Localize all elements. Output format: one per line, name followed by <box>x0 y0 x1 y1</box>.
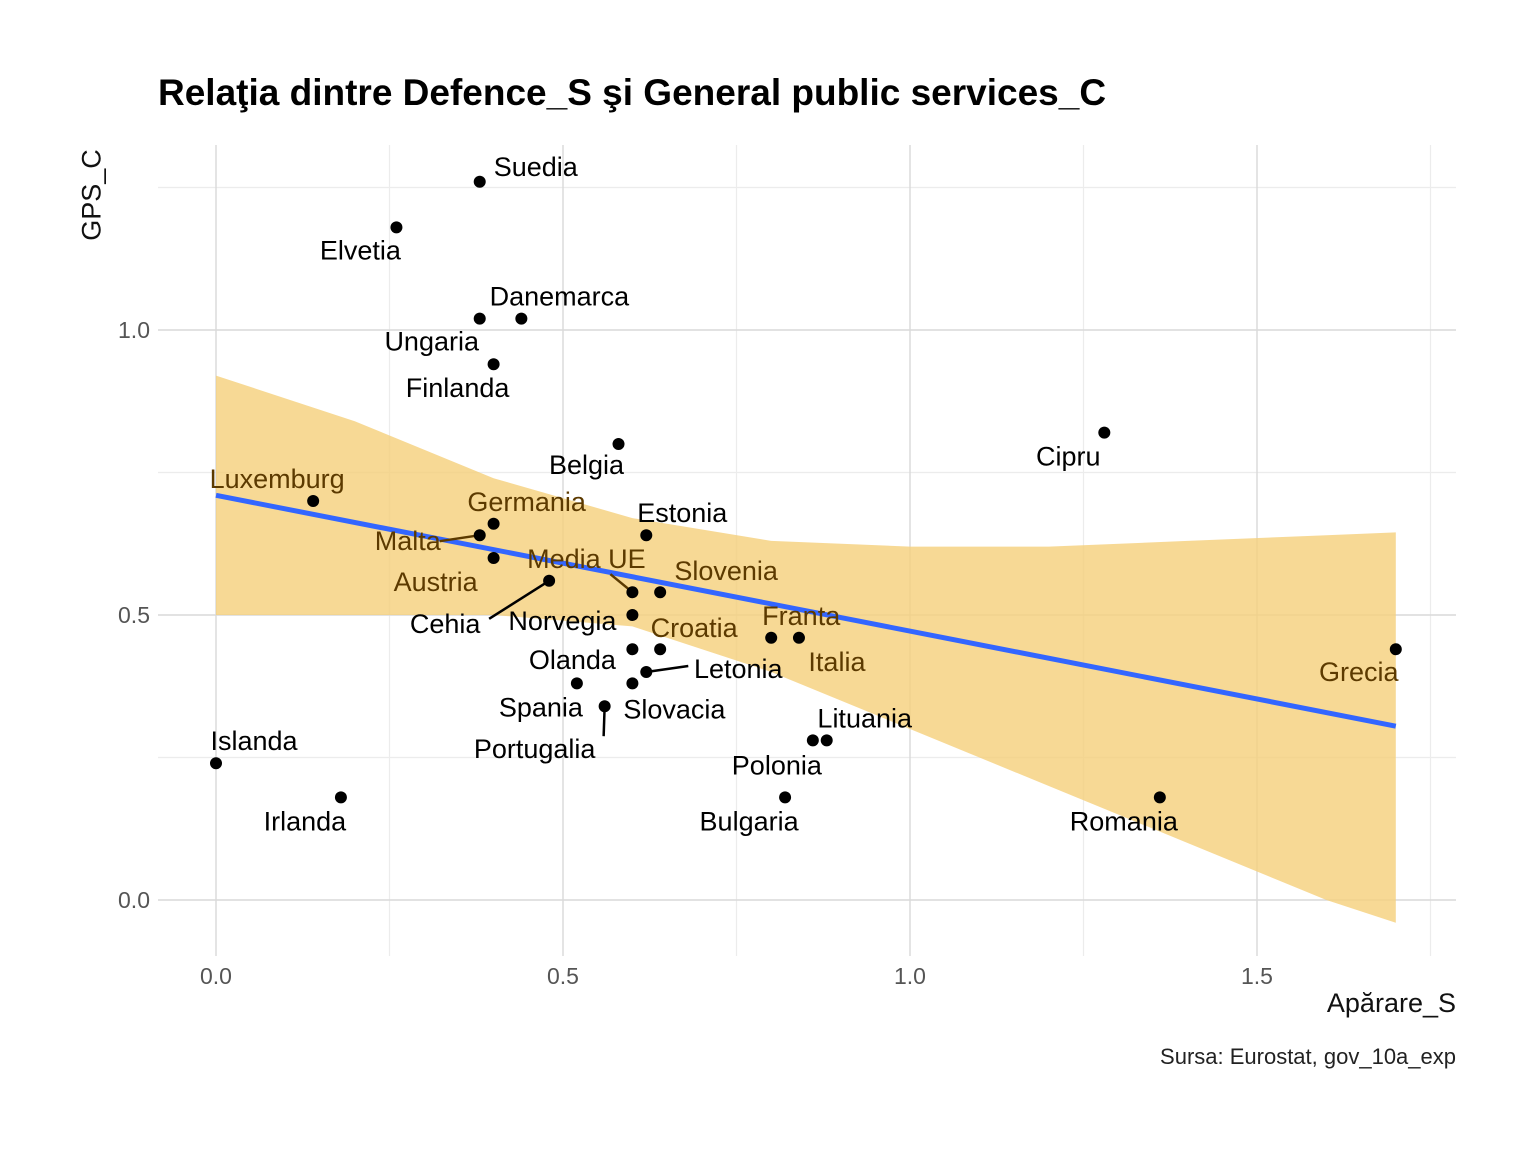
x-tick-label: 0.5 <box>547 963 579 989</box>
point-label-belgia: Belgia <box>549 450 625 480</box>
point-letonia <box>640 666 653 678</box>
point-slovacia <box>626 677 639 690</box>
point-label-media-ue: Media UE <box>527 544 646 574</box>
point-label-suedia: Suedia <box>494 152 579 182</box>
point-label-danemarca: Danemarca <box>490 282 631 312</box>
point-label-elvetia: Elvetia <box>320 235 402 265</box>
point-label-germania: Germania <box>467 487 587 517</box>
chart-caption: Sursa: Eurostat, gov_10a_exp <box>1160 1044 1456 1069</box>
x-tick-label: 0.0 <box>200 963 232 989</box>
chart-title: Relaţia dintre Defence_S şi General publ… <box>158 72 1107 113</box>
label-leader-cehia <box>488 579 550 620</box>
point-media-ue <box>626 586 639 599</box>
point-label-slovacia: Slovacia <box>623 694 726 724</box>
point-label-croatia: Croatia <box>651 613 739 643</box>
y-tick-label: 1.0 <box>118 317 150 343</box>
point-germania <box>487 517 500 530</box>
point-danemarca <box>515 312 528 325</box>
point-olanda <box>626 643 639 656</box>
point-label-slovenia: Slovenia <box>674 556 779 586</box>
point-label-letonia: Letonia <box>694 654 784 684</box>
point-irlanda <box>334 791 347 804</box>
point-label-estonia: Estonia <box>637 498 728 528</box>
point-label-bulgaria: Bulgaria <box>700 806 800 836</box>
point-label-norvegia: Norvegia <box>508 606 617 636</box>
y-tick-label: 0.0 <box>118 887 150 913</box>
point-portugalia <box>598 700 611 713</box>
label-leader-malta <box>439 533 480 543</box>
point-bulgaria <box>779 791 792 804</box>
point-label-olanda: Olanda <box>529 645 617 675</box>
point-label-lituania: Lituania <box>817 703 913 733</box>
point-label-portugalia: Portugalia <box>474 734 597 764</box>
point-cehia <box>543 574 556 587</box>
point-grecia <box>1389 643 1402 656</box>
trend-line <box>215 492 1397 729</box>
y-axis-label: GPS_C <box>76 149 107 241</box>
point-label-malta: Malta <box>375 526 442 556</box>
point-islanda <box>210 757 222 770</box>
point-label-franta: Franta <box>762 601 841 631</box>
label-leader-letonia <box>646 664 689 674</box>
point-polonia <box>806 734 819 747</box>
point-suedia <box>473 175 486 188</box>
point-estonia <box>640 529 653 542</box>
point-finlanda <box>487 358 500 371</box>
point-label-austria: Austria <box>394 567 479 597</box>
point-label-luxemburg: Luxemburg <box>210 464 345 494</box>
x-tick-label: 1.5 <box>1241 963 1273 989</box>
point-elvetia <box>390 221 403 234</box>
x-axis-label: Apărare_S <box>1326 988 1456 1018</box>
point-italia <box>792 631 805 644</box>
point-franta <box>765 631 778 644</box>
point-norvegia <box>626 609 639 621</box>
point-label-cehia: Cehia <box>410 609 482 639</box>
point-belgia <box>612 438 625 450</box>
x-tick-label: 1.0 <box>894 963 926 989</box>
point-label-italia: Italia <box>808 647 866 677</box>
point-cipru <box>1098 426 1111 439</box>
point-lituania <box>820 734 833 747</box>
point-label-finlanda: Finlanda <box>406 373 511 403</box>
point-malta <box>473 529 486 542</box>
point-ungaria <box>473 312 486 325</box>
point-label-polonia: Polonia <box>732 750 823 780</box>
confidence-band <box>216 375 1396 923</box>
point-label-cipru: Cipru <box>1036 442 1101 472</box>
point-slovenia <box>654 586 667 599</box>
point-label-spania: Spania <box>499 692 584 722</box>
point-label-islanda: Islanda <box>210 726 298 756</box>
point-luxemburg <box>307 495 320 507</box>
point-label-grecia: Grecia <box>1319 657 1400 687</box>
point-romania <box>1153 791 1166 804</box>
y-tick-label: 0.5 <box>118 602 150 628</box>
point-spania <box>570 677 583 690</box>
point-label-ungaria: Ungaria <box>384 327 480 357</box>
point-label-irlanda: Irlanda <box>264 806 348 836</box>
point-label-romania: Romania <box>1070 806 1179 836</box>
point-croatia <box>654 643 667 656</box>
point-austria <box>487 552 500 564</box>
